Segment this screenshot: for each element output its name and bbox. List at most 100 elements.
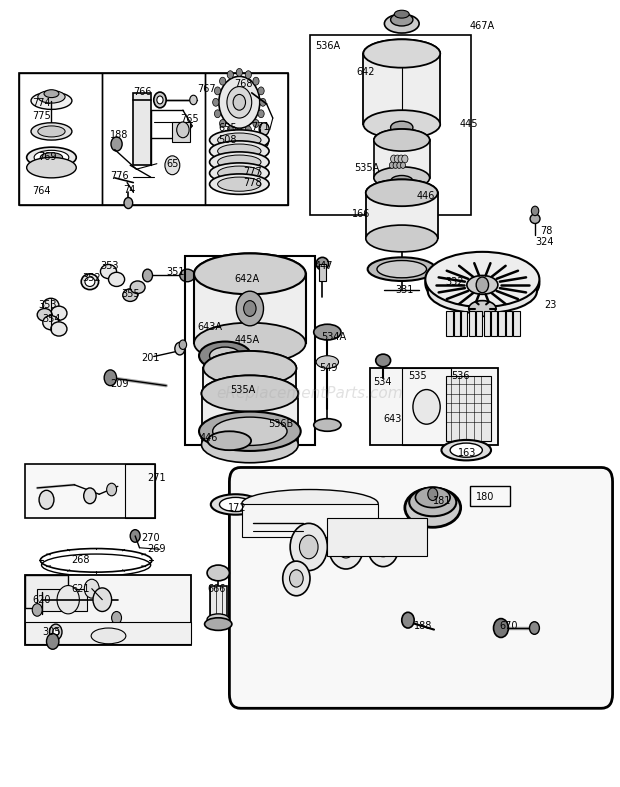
Circle shape [244,301,256,316]
Ellipse shape [210,347,241,364]
Text: 765: 765 [180,114,198,124]
Ellipse shape [100,264,117,279]
Text: 767: 767 [197,84,216,94]
Circle shape [402,612,414,628]
Bar [194,274,306,343]
Ellipse shape [123,289,138,301]
Text: 643A: 643A [197,322,222,331]
Bar [210,586,227,619]
Ellipse shape [377,260,427,278]
Ellipse shape [203,351,296,386]
Text: 508: 508 [218,135,237,145]
Ellipse shape [242,490,378,518]
Bar [469,311,475,336]
Text: 643: 643 [383,414,402,423]
Ellipse shape [363,39,440,68]
Circle shape [299,535,318,559]
Circle shape [111,137,122,151]
Bar [205,73,288,205]
Ellipse shape [203,351,296,386]
Ellipse shape [194,253,306,294]
Bar [374,140,430,178]
Circle shape [112,611,122,624]
Text: 776: 776 [110,172,129,181]
Circle shape [402,155,408,163]
Circle shape [239,382,261,411]
Ellipse shape [202,375,298,412]
Ellipse shape [44,90,59,98]
Circle shape [46,634,59,649]
Ellipse shape [374,167,430,189]
Text: 655: 655 [218,124,237,133]
Circle shape [476,277,489,293]
Circle shape [219,120,226,127]
Ellipse shape [405,488,461,527]
Circle shape [368,527,399,567]
Ellipse shape [210,130,269,150]
Ellipse shape [199,342,251,370]
Text: 620: 620 [32,595,51,604]
Bar [370,368,498,445]
Circle shape [290,523,327,571]
Bar [25,575,68,608]
Circle shape [175,342,185,355]
Ellipse shape [210,141,269,161]
Ellipse shape [202,427,298,463]
Ellipse shape [363,110,440,139]
Bar [25,622,191,644]
Circle shape [50,624,62,640]
Ellipse shape [366,179,438,206]
Bar [185,256,315,445]
Circle shape [397,162,402,168]
Text: 445A: 445A [234,335,260,345]
Text: 774: 774 [32,98,51,108]
Ellipse shape [34,150,69,164]
Circle shape [413,390,440,424]
Ellipse shape [363,39,440,68]
Text: 332: 332 [445,277,464,286]
Text: 324: 324 [535,238,554,247]
Text: 670: 670 [499,622,518,631]
Text: 166: 166 [352,209,370,219]
Bar [319,264,326,281]
Text: 269: 269 [148,545,166,554]
Ellipse shape [210,152,269,172]
Text: 778: 778 [243,178,262,187]
Text: 270: 270 [141,533,160,542]
Ellipse shape [180,269,195,282]
Text: 642A: 642A [234,275,260,284]
Circle shape [394,155,401,163]
Bar [461,311,467,336]
Bar [37,589,87,611]
Text: 534A: 534A [321,332,347,342]
Ellipse shape [218,144,261,158]
Text: 353: 353 [100,261,119,271]
Ellipse shape [81,274,99,290]
Circle shape [283,561,310,596]
Ellipse shape [85,277,95,286]
Circle shape [143,269,153,282]
Text: 446: 446 [200,433,218,442]
Text: 445: 445 [460,119,479,128]
Text: 549: 549 [319,364,338,373]
Ellipse shape [199,412,301,451]
Circle shape [258,110,264,118]
Circle shape [260,136,268,147]
Circle shape [494,619,508,637]
Bar [513,311,520,336]
Circle shape [233,94,246,110]
Bar [366,193,438,238]
Circle shape [104,370,117,386]
Circle shape [253,120,259,127]
Circle shape [258,87,264,94]
Ellipse shape [211,494,260,515]
Ellipse shape [27,147,76,168]
Circle shape [391,155,397,163]
Circle shape [157,96,163,104]
Text: 352: 352 [82,273,100,283]
Ellipse shape [210,174,269,194]
Ellipse shape [391,176,413,187]
Ellipse shape [469,301,496,316]
Ellipse shape [530,214,540,224]
Circle shape [253,77,259,85]
